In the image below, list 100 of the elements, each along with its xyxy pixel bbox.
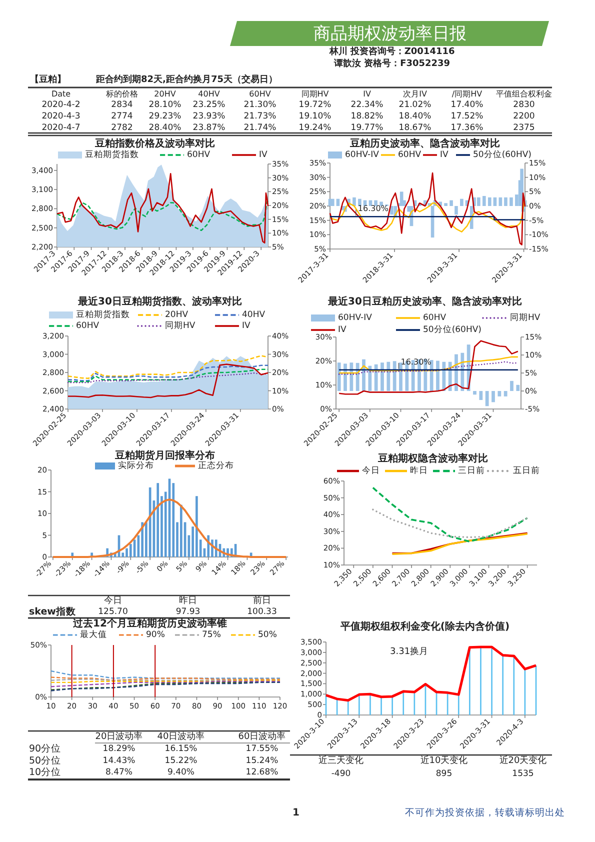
- text: 12.68%: [246, 768, 278, 778]
- text: 97.93: [176, 607, 200, 617]
- chart-title: 平值期权组权利金变化(除去内含价值): [339, 620, 510, 632]
- text: 28.10%: [148, 100, 182, 110]
- text: 15.24%: [246, 756, 278, 766]
- category-label: 60日波动率: [238, 731, 286, 742]
- text: 23.87%: [192, 123, 226, 133]
- category-label: 近10天变化: [420, 755, 468, 766]
- annotation: 16.30%: [400, 357, 432, 366]
- legend-label: 60HV: [423, 313, 446, 323]
- text: 2200: [513, 112, 535, 122]
- text: 2020-4-2: [42, 100, 80, 110]
- text: 895: [436, 769, 452, 779]
- text: 29.23%: [148, 112, 182, 122]
- legend-label: 实际分布: [118, 460, 154, 471]
- category-label: 10分位: [29, 767, 62, 778]
- chart-title: 豆粕期权隐含波动率对比: [377, 452, 488, 464]
- text: 19.10%: [298, 112, 332, 122]
- category-label: IV: [363, 90, 372, 98]
- text: 17.40%: [450, 100, 484, 110]
- text: -490: [331, 769, 351, 779]
- category-label: 标的价格: [105, 90, 138, 98]
- legend-label: 50分位(60HV): [423, 324, 482, 335]
- text: 18.82%: [350, 112, 384, 122]
- text: 21.02%: [398, 100, 432, 110]
- category-label: skew指数: [29, 606, 76, 618]
- legend-label: IV: [242, 321, 251, 331]
- category-label: 40日波动率: [157, 731, 205, 742]
- legend-label: 三日前: [458, 465, 485, 476]
- text: 林川 投资咨询号：Z0014116 谭歆汝 资格号：F3052239: [328, 46, 455, 69]
- legend-label: IV: [259, 150, 268, 160]
- category-label: 20日波动率: [95, 731, 143, 742]
- category-label: 近20天变化: [499, 755, 547, 766]
- category-label: /同期HV: [452, 90, 483, 98]
- text: 15.22%: [164, 756, 198, 766]
- legend-label: 60HV: [398, 150, 422, 160]
- text: 23.93%: [192, 112, 226, 122]
- legend-label: 60HV: [76, 321, 100, 331]
- category-label: 50分位: [29, 756, 62, 766]
- legend-label: 正态分布: [198, 460, 234, 471]
- text: 17.36%: [450, 123, 484, 133]
- text: 22.34%: [350, 100, 384, 110]
- text: 18.29%: [102, 744, 136, 754]
- text: 2830: [513, 100, 535, 110]
- text: 21.73%: [244, 112, 276, 122]
- text: 19.72%: [298, 100, 332, 110]
- legend-label: 90%: [146, 630, 165, 640]
- text: 不可作为投资依据，转载请标明出处: [405, 806, 565, 818]
- legend-label: IV: [338, 325, 347, 335]
- category-label: 前日: [253, 595, 271, 606]
- legend-label: 同期HV: [510, 312, 540, 323]
- legend-label: 20HV: [165, 310, 188, 320]
- text: 23.25%: [192, 100, 226, 110]
- category-label: 同期HV: [301, 90, 330, 98]
- text: 1: [292, 808, 300, 818]
- chart-title: 最近30日豆粕期货指数、波动率对比: [77, 296, 242, 308]
- annotation: 16.30%: [358, 204, 389, 214]
- text: 21.74%: [244, 123, 276, 133]
- category-label: 昨日: [179, 595, 197, 606]
- category-label: 90分位: [29, 744, 62, 754]
- text: 2774: [111, 112, 133, 122]
- legend-label: 昨日: [410, 465, 428, 476]
- text: 16.15%: [164, 744, 198, 754]
- category-label: 40HV: [198, 90, 220, 98]
- text: 2020-4-7: [42, 123, 80, 133]
- text: 100.33: [247, 607, 277, 617]
- text: 17.52%: [450, 112, 484, 122]
- annotation: 3.31换月: [390, 646, 428, 657]
- category-label: 平值组合权利金: [496, 90, 552, 98]
- text: 2834: [111, 100, 133, 110]
- text: 19.24%: [298, 123, 332, 133]
- category-label: 近三天变化: [318, 755, 364, 766]
- chart-title: 豆粕历史波动率、隐含波动率对比: [349, 138, 500, 150]
- category-label: 今日: [104, 595, 122, 606]
- legend-label: 75%: [202, 630, 221, 640]
- text: 9.40%: [167, 768, 195, 778]
- legend-label: 五日前: [513, 465, 540, 476]
- chart-title: 最近30日豆粕历史波动率、隐含波动率对比: [327, 296, 522, 308]
- text: 2375: [513, 123, 535, 133]
- legend-label: 最大值: [80, 629, 107, 640]
- legend-label: 今日: [362, 465, 380, 476]
- chart-title: 豆粕指数价格及波动率对比: [94, 138, 215, 150]
- text: 125.70: [98, 607, 128, 617]
- text: 商品期权波动率日报: [314, 24, 466, 44]
- legend-label: 40HV: [242, 310, 266, 320]
- text: 2782: [111, 123, 133, 133]
- text: 8.47%: [105, 768, 133, 778]
- text: 2020-4-3: [42, 112, 80, 122]
- legend-label: 豆粕期货指数: [85, 149, 139, 160]
- text: 21.30%: [244, 100, 276, 110]
- legend-label: 50分位(60HV): [473, 149, 532, 160]
- category-label: 次月IV: [403, 90, 428, 98]
- legend-label: 50%: [258, 630, 277, 640]
- legend-label: IV: [440, 150, 449, 160]
- text: 18.40%: [398, 112, 432, 122]
- text: 18.67%: [398, 123, 432, 133]
- legend-label: 60HV-IV: [345, 150, 380, 160]
- legend-label: 同期HV: [165, 320, 196, 331]
- text: 19.77%: [350, 123, 384, 133]
- text: 【豆粕】: [30, 74, 66, 85]
